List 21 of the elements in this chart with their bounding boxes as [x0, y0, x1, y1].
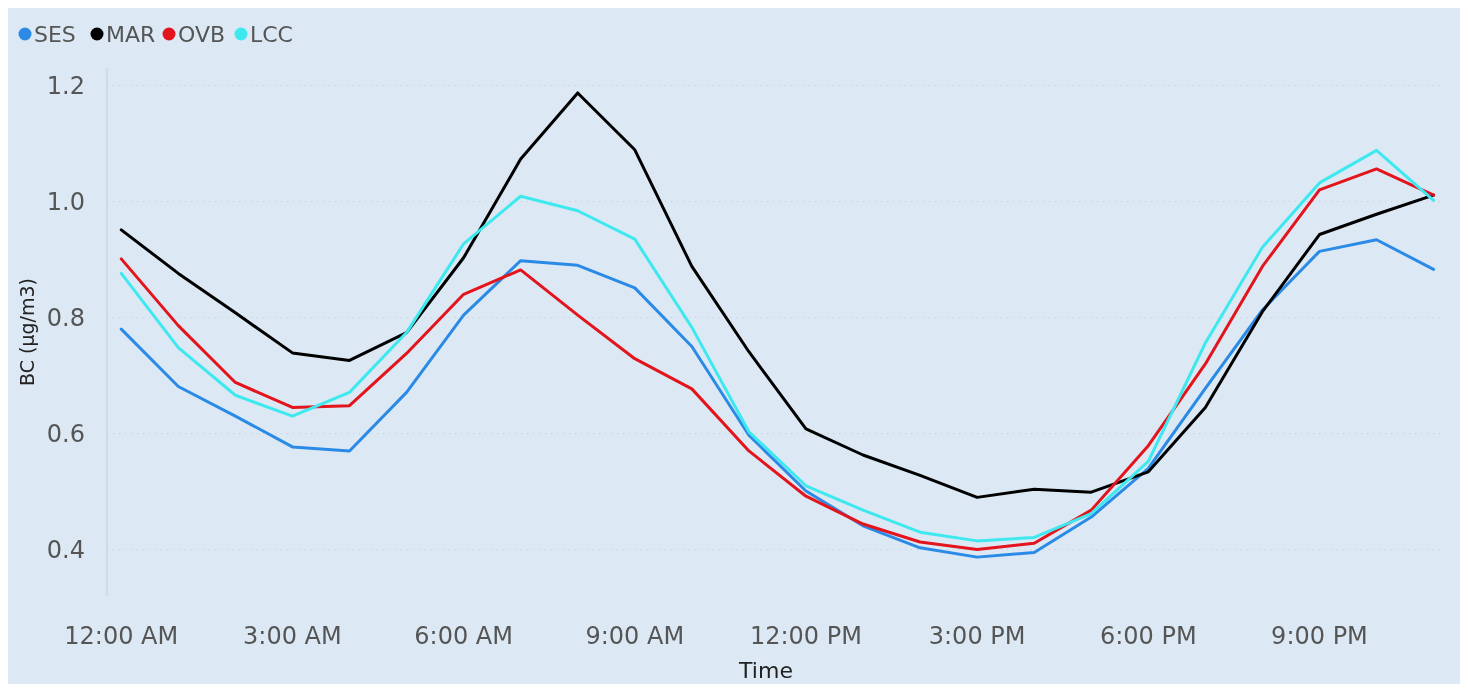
y-tick-label: 1.0 — [46, 187, 85, 216]
x-tick-label: 6:00 PM — [1099, 622, 1197, 650]
y-tick-label: 1.2 — [46, 71, 85, 100]
y-tick-label: 0.4 — [46, 535, 85, 564]
x-tick-label: 12:00 AM — [64, 622, 179, 650]
x-tick-label: 6:00 AM — [414, 622, 513, 650]
y-tick-label: 0.8 — [46, 303, 85, 332]
y-axis-title: BC (µg/m3) — [16, 278, 38, 386]
x-axis-title: Time — [738, 658, 793, 683]
x-tick-label: 9:00 AM — [585, 622, 685, 650]
legend-label: SES — [34, 22, 76, 47]
line-series — [119, 238, 1436, 559]
legend-label: OVB — [178, 22, 226, 47]
x-tick-label: 9:00 PM — [1271, 622, 1368, 650]
legend-label: LCC — [250, 22, 293, 47]
x-tick-label: 12:00 PM — [749, 622, 862, 650]
x-tick-label: 3:00 AM — [243, 622, 342, 650]
line-series — [119, 91, 1436, 499]
y-tick-label: 0.6 — [46, 419, 85, 448]
x-tick-label: 3:00 PM — [928, 622, 1026, 650]
legend-label: MAR — [106, 22, 156, 47]
